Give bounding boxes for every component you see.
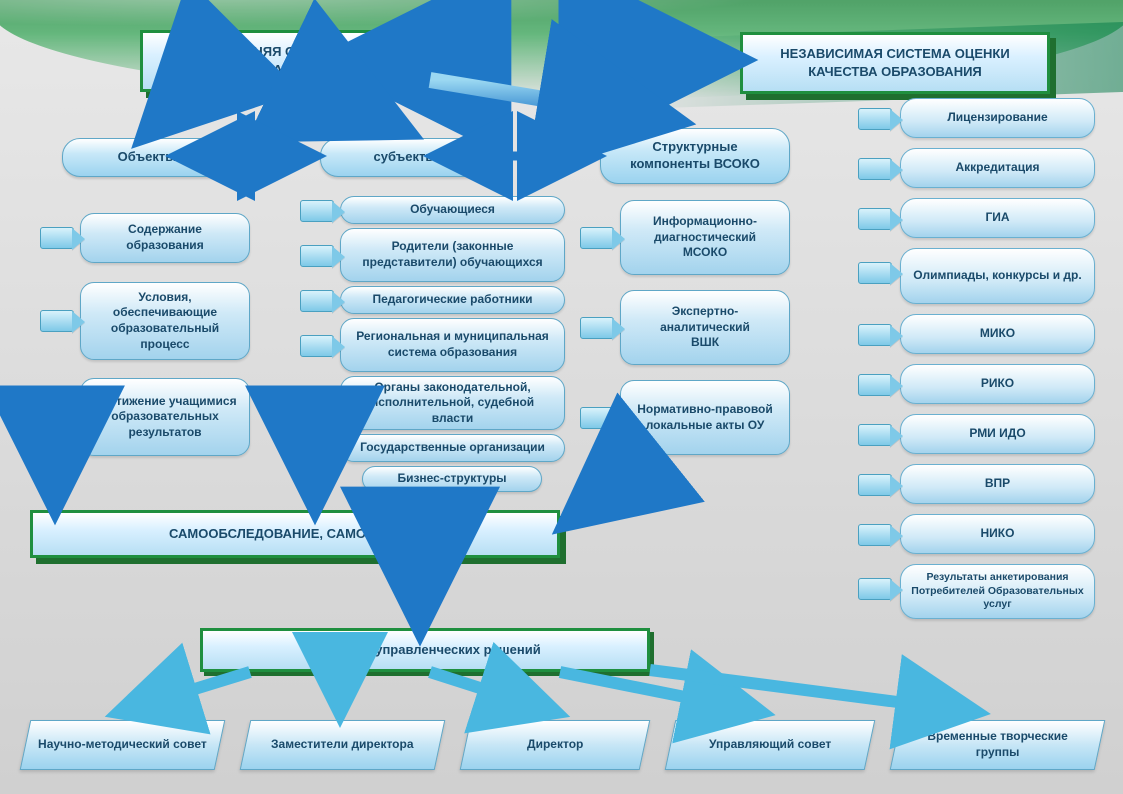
- arrow-chip: [580, 407, 614, 429]
- independent-item: ГИА: [900, 198, 1095, 238]
- arrow-chip: [858, 324, 892, 346]
- components-item: Нормативно-правовой локальные акты ОУ: [620, 380, 790, 455]
- bottom-item: Временные творческие группы: [890, 720, 1106, 770]
- arrow-chip: [40, 227, 74, 249]
- arrow-chip: [40, 310, 74, 332]
- arrow-chip: [858, 262, 892, 284]
- objects-item: Условия, обеспечивающие образовательный …: [80, 282, 250, 360]
- subjects-item: Государственные организации: [340, 434, 565, 462]
- arrow-chip: [300, 335, 334, 357]
- subjects-item: Органы законодательной, исполнительной, …: [340, 376, 565, 430]
- independent-item: РМИ ИДО: [900, 414, 1095, 454]
- header-internal: ВНУТРЕННЯЯ СИСТЕМА ОЦЕНКИ КАЧЕСТВА ОБРАЗ…: [140, 30, 460, 92]
- independent-item: ВПР: [900, 464, 1095, 504]
- decisions-bar: Принятие управленческих решений: [200, 628, 650, 672]
- header-independent: НЕЗАВИСИМАЯ СИСТЕМА ОЦЕНКИ КАЧЕСТВА ОБРА…: [740, 32, 1050, 94]
- arrow-chip: [858, 578, 892, 600]
- arrow-chip: [300, 200, 334, 222]
- bottom-item: Управляющий совет: [665, 720, 876, 770]
- independent-item: Аккредитация: [900, 148, 1095, 188]
- arrow-chip: [300, 393, 334, 415]
- col-head-objects: Объекты: [62, 138, 232, 177]
- arrow-chip: [300, 290, 334, 312]
- subjects-item: Родители (законные представители) обучаю…: [340, 228, 565, 282]
- bottom-item: Заместители директора: [240, 720, 446, 770]
- arrow-chip: [580, 227, 614, 249]
- subjects-item: Обучающиеся: [340, 196, 565, 224]
- independent-item: МИКО: [900, 314, 1095, 354]
- objects-item: Достижение учащимися образовательных рез…: [80, 378, 250, 456]
- independent-item: НИКО: [900, 514, 1095, 554]
- independent-item: РИКО: [900, 364, 1095, 404]
- components-item: Информационно-диагностический МСОКО: [620, 200, 790, 275]
- arrow-chip: [40, 406, 74, 428]
- independent-item: Лицензирование: [900, 98, 1095, 138]
- arrow-chip: [580, 317, 614, 339]
- bottom-item: Директор: [460, 720, 651, 770]
- independent-item: Олимпиады, конкурсы и др.: [900, 248, 1095, 304]
- arrow-chip: [300, 245, 334, 267]
- subjects-item: Бизнес-структуры: [362, 466, 542, 492]
- arrow-chip: [858, 374, 892, 396]
- independent-column: Лицензирование Аккредитация ГИА Олимпиад…: [900, 98, 1095, 629]
- subjects-item: Педагогические работники: [340, 286, 565, 314]
- components-item: Экспертно-аналитический ВШК: [620, 290, 790, 365]
- subjects-item: Региональная и муниципальная система обр…: [340, 318, 565, 372]
- arrow-chip: [858, 424, 892, 446]
- bottom-item: Научно-методический совет: [20, 720, 226, 770]
- independent-item: Результаты анкетирования Потребителей Об…: [900, 564, 1095, 619]
- arrow-chip: [858, 208, 892, 230]
- arrow-chip: [858, 474, 892, 496]
- col-head-subjects: субъекты: [320, 138, 490, 177]
- self-assessment-bar: САМООБСЛЕДОВАНИЕ, САМООЦЕНКА: [30, 510, 560, 558]
- arrow-chip: [300, 438, 334, 460]
- arrow-chip: [858, 158, 892, 180]
- arrow-chip: [858, 108, 892, 130]
- col-head-components: Структурные компоненты ВСОКО: [600, 128, 790, 184]
- objects-item: Содержание образования: [80, 213, 250, 263]
- arrow-chip: [858, 524, 892, 546]
